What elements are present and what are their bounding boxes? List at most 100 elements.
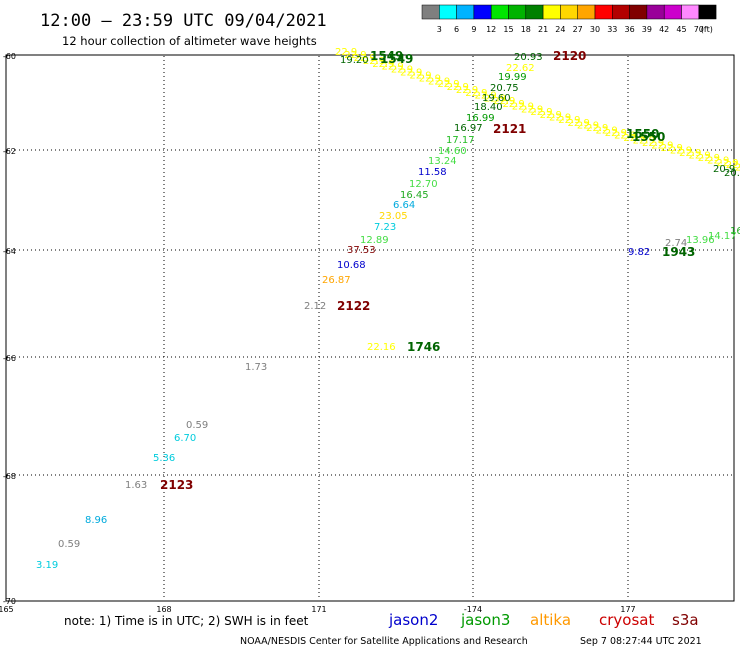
- legend-tick-label: 12: [486, 25, 496, 34]
- track-value-mark: 22.9: [372, 59, 394, 70]
- track-value-mark: 22.9: [623, 133, 645, 144]
- wave-height-observations: 19.20 20.9322.6219.9920.7519.6018.4016.99…: [36, 52, 740, 571]
- pass-time-label: 1549: [380, 52, 413, 66]
- wave-height-value: 2.74: [665, 238, 687, 249]
- ground-track-trail: 22.922.922.922.922.922.922.922.922.922.9…: [335, 47, 740, 174]
- satellite-cryosat-label: cryosat: [599, 611, 654, 629]
- wave-height-value: 20.9: [713, 164, 735, 175]
- track-value-mark: 22.9: [558, 115, 580, 126]
- pass-time-label: 2121: [493, 122, 526, 136]
- longitude-tick: 165: [0, 605, 14, 614]
- legend-swatch: [421, 4, 440, 20]
- latitude-tick: -66: [3, 354, 16, 363]
- latitude-tick: -64: [3, 247, 16, 256]
- legend-swatch: [560, 4, 578, 20]
- legend-tick-label: 18: [521, 25, 531, 34]
- latitude-tick: -60: [3, 52, 16, 61]
- wave-height-value: 20.75: [490, 83, 519, 94]
- track-value-mark: 22.9: [726, 160, 740, 171]
- legend-tick-label: 21: [538, 25, 548, 34]
- longitude-tick: 171: [311, 605, 326, 614]
- legend-tick-label: 39: [642, 25, 652, 34]
- longitude-tick: 177: [620, 605, 635, 614]
- legend-swatch: [663, 4, 682, 20]
- wave-height-value: 16.97: [454, 123, 483, 134]
- wave-height-value: 23.05: [379, 211, 408, 222]
- track-value-mark: 22.9: [363, 56, 385, 67]
- map-frame: [5, 54, 735, 602]
- pass-time-label: 1550: [626, 127, 659, 141]
- legend-swatch: [456, 4, 475, 20]
- wave-height-value: 19.20: [340, 55, 369, 66]
- lat-lon-grid: [7, 56, 733, 600]
- pass-time-label: 2122: [337, 299, 370, 313]
- wave-height-value: 12.89: [360, 235, 389, 246]
- track-value-mark: 22.9: [633, 136, 655, 147]
- wave-height-value: 7.23: [374, 222, 396, 233]
- legend-swatch: [577, 4, 596, 20]
- legend-tick-label: 30: [590, 25, 600, 34]
- latitude-tick: -68: [3, 472, 16, 481]
- wave-height-value: 6.70: [174, 433, 196, 444]
- satellite-legend: jason2 jason3 altika cryosat s3a: [388, 611, 699, 629]
- satellite-altika-label: altika: [530, 611, 571, 629]
- track-value-mark: 22.9: [595, 126, 617, 137]
- legend-tick-label: 33: [607, 25, 617, 34]
- pass-time-label: 1943: [662, 245, 695, 259]
- track-value-mark: 22.9: [502, 99, 524, 110]
- legend-tick-label: 45: [676, 25, 686, 34]
- track-value-mark: 22.9: [614, 131, 636, 142]
- track-value-mark: 22.9: [456, 85, 478, 96]
- legend-swatch: [594, 4, 613, 20]
- track-value-mark: 22.9: [549, 113, 571, 124]
- legend-swatch: [629, 4, 648, 20]
- wave-height-value: 6.64: [393, 200, 415, 211]
- track-value-mark: 22.9: [670, 146, 692, 157]
- track-value-mark: 22.9: [354, 53, 376, 64]
- legend-swatch: [490, 4, 509, 20]
- wave-height-value: 13.24: [428, 156, 457, 167]
- legend-tick-label: 9: [471, 25, 476, 34]
- latitude-tick-labels: -60 -62 -64 -66 -68 -70: [3, 52, 16, 606]
- track-value-mark: 22.9: [344, 50, 366, 61]
- track-value-mark: 22.9: [419, 73, 441, 84]
- credit-text: NOAA/NESDIS Center for Satellite Applica…: [240, 636, 528, 647]
- track-value-mark: 22.9: [391, 65, 413, 76]
- wave-height-value: 8.96: [85, 515, 107, 526]
- track-value-mark: 22.9: [707, 155, 729, 166]
- track-value-mark: 22.9: [688, 151, 710, 162]
- track-value-mark: 22.9: [447, 82, 469, 93]
- legend-tick-label: 36: [625, 25, 635, 34]
- track-value-mark: 22.9: [521, 104, 543, 115]
- wave-height-value: 13.96: [686, 235, 715, 246]
- pass-time-label: 1549: [370, 49, 403, 63]
- track-value-mark: 22.9: [465, 88, 487, 99]
- generated-timestamp: Sep 7 08:27:44 UTC 2021: [580, 636, 702, 647]
- wave-height-value: 19.60: [482, 93, 511, 104]
- legend-tick-label: 42: [659, 25, 669, 34]
- wave-height-value: 22.16: [367, 342, 396, 353]
- longitude-tick: -174: [464, 605, 482, 614]
- wave-height-color-legend: 3 6 9 12 15 18 21 24 27 30 33 36 39 42 45 70(ft): [421, 4, 717, 34]
- track-value-mark: 22.9: [493, 96, 515, 107]
- legend-swatch: [542, 4, 561, 20]
- legend-tick-label: 3: [437, 25, 442, 34]
- track-value-mark: 22.9: [568, 118, 590, 129]
- track-value-mark: 22.9: [642, 138, 664, 149]
- legend-swatch: [646, 4, 665, 20]
- wave-height-value: 19.99: [498, 72, 527, 83]
- pass-time-label: 1746: [407, 340, 440, 354]
- wave-height-value: 12.70: [409, 179, 438, 190]
- track-value-mark: 22.9: [716, 158, 738, 169]
- wave-height-value: 20.93: [514, 52, 543, 63]
- wave-height-value: 3.19: [36, 560, 58, 571]
- legend-swatch: [681, 4, 700, 20]
- track-value-mark: 22.9: [735, 163, 740, 174]
- legend-tick-label: (ft): [701, 25, 713, 34]
- wave-height-value: 1.73: [245, 362, 267, 373]
- wave-height-value: 2.12: [304, 301, 326, 312]
- legend-tick-label: 27: [573, 25, 583, 34]
- wave-height-value: 26.87: [322, 275, 351, 286]
- legend-tick-label: 15: [503, 25, 513, 34]
